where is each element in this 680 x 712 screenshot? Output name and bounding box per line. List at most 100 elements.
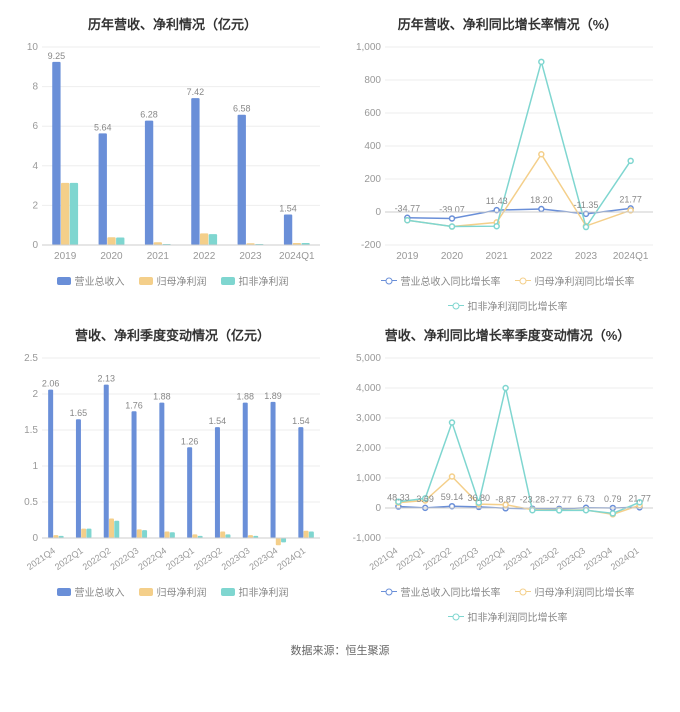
svg-text:2021: 2021 <box>486 251 509 262</box>
svg-text:2.5: 2.5 <box>24 353 38 364</box>
svg-text:2023Q3: 2023Q3 <box>555 545 587 572</box>
svg-text:2020: 2020 <box>441 251 464 262</box>
svg-text:0: 0 <box>32 533 38 544</box>
legend-label: 归母净利润同比增长率 <box>535 273 635 288</box>
svg-text:1.54: 1.54 <box>292 416 310 426</box>
legend-item: 营业总收入同比增长率 <box>381 273 501 288</box>
legend-label: 归母净利润 <box>157 584 207 599</box>
svg-text:6.58: 6.58 <box>233 104 251 114</box>
svg-text:1.54: 1.54 <box>279 204 297 214</box>
legend-label: 扣非净利润同比增长率 <box>468 298 568 313</box>
svg-text:18.20: 18.20 <box>530 195 553 205</box>
chart-grid: 历年营收、净利情况（亿元） 02468109.2520195.6420206.2… <box>0 0 680 632</box>
panel-top-right: 历年营收、净利同比增长率情况（%） -20002004006008001,000… <box>343 8 672 313</box>
svg-text:-200: -200 <box>361 240 381 251</box>
svg-text:2024Q1: 2024Q1 <box>613 251 649 262</box>
svg-text:2023Q4: 2023Q4 <box>582 545 614 572</box>
svg-text:8: 8 <box>32 82 38 93</box>
svg-text:48.33: 48.33 <box>387 493 410 503</box>
legend-swatch <box>57 588 71 596</box>
svg-text:2: 2 <box>32 389 38 400</box>
svg-text:5.64: 5.64 <box>94 122 112 132</box>
legend-label: 归母净利润 <box>157 273 207 288</box>
svg-text:1.88: 1.88 <box>153 392 171 402</box>
chart-title: 营收、净利季度变动情况（亿元） <box>8 319 337 348</box>
svg-text:3.69: 3.69 <box>416 494 434 504</box>
svg-text:2022Q1: 2022Q1 <box>53 545 85 572</box>
svg-text:4,000: 4,000 <box>356 383 381 394</box>
svg-text:2023Q2: 2023Q2 <box>528 545 560 572</box>
svg-text:2,000: 2,000 <box>356 443 381 454</box>
legend-label: 营业总收入同比增长率 <box>401 584 501 599</box>
legend: 营业总收入同比增长率 归母净利润同比增长率扣非净利润同比增长率 <box>343 267 672 313</box>
legend-label: 归母净利润同比增长率 <box>535 584 635 599</box>
svg-text:1.54: 1.54 <box>209 416 227 426</box>
legend-label: 扣非净利润 <box>239 273 289 288</box>
legend-item: 扣非净利润 <box>221 584 289 599</box>
legend-label: 营业总收入同比增长率 <box>401 273 501 288</box>
legend-label: 营业总收入 <box>75 584 125 599</box>
svg-text:1.65: 1.65 <box>70 408 88 418</box>
svg-text:2024Q1: 2024Q1 <box>609 545 641 572</box>
svg-text:4: 4 <box>32 161 38 172</box>
svg-text:2023: 2023 <box>575 251 598 262</box>
legend-item: 营业总收入同比增长率 <box>381 584 501 599</box>
legend-item: 营业总收入 <box>57 273 125 288</box>
svg-text:2019: 2019 <box>396 251 419 262</box>
svg-text:21.77: 21.77 <box>619 194 642 204</box>
svg-text:2.06: 2.06 <box>42 379 60 389</box>
svg-text:1.89: 1.89 <box>264 391 282 401</box>
svg-text:21.77: 21.77 <box>628 493 651 503</box>
svg-text:6.73: 6.73 <box>577 494 595 504</box>
svg-text:2023Q3: 2023Q3 <box>220 545 252 572</box>
svg-text:2021Q4: 2021Q4 <box>368 545 400 572</box>
svg-text:2022Q3: 2022Q3 <box>448 545 480 572</box>
svg-text:1.5: 1.5 <box>24 425 38 436</box>
chart-title: 历年营收、净利情况（亿元） <box>8 8 337 37</box>
svg-text:800: 800 <box>364 75 381 86</box>
legend: 营业总收入 归母净利润扣非净利润 <box>8 578 337 599</box>
legend-item: 归母净利润同比增长率 <box>515 273 635 288</box>
svg-text:3,000: 3,000 <box>356 413 381 424</box>
svg-text:1,000: 1,000 <box>356 42 381 53</box>
svg-text:2024Q1: 2024Q1 <box>275 545 307 572</box>
svg-text:2022Q4: 2022Q4 <box>136 545 168 572</box>
svg-text:1: 1 <box>32 461 38 472</box>
svg-text:11.43: 11.43 <box>486 196 508 206</box>
svg-text:2023: 2023 <box>239 251 262 262</box>
svg-text:600: 600 <box>364 108 381 119</box>
svg-text:0.5: 0.5 <box>24 497 38 508</box>
panel-bottom-right: 营收、净利同比增长率季度变动情况（%） -1,00001,0002,0003,0… <box>343 319 672 624</box>
legend-swatch <box>448 616 464 617</box>
svg-text:2019: 2019 <box>54 251 77 262</box>
svg-text:2.13: 2.13 <box>97 374 115 384</box>
legend-item: 扣非净利润同比增长率 <box>448 609 568 624</box>
legend-swatch <box>57 277 71 285</box>
line-chart-quarterly-growth: -1,00001,0002,0003,0004,0005,00048.333.6… <box>343 348 672 578</box>
legend-swatch <box>139 277 153 285</box>
svg-text:2023Q2: 2023Q2 <box>192 545 224 572</box>
legend-swatch <box>448 305 464 306</box>
svg-text:1.76: 1.76 <box>125 400 143 410</box>
svg-text:0: 0 <box>375 207 381 218</box>
legend-swatch <box>515 591 531 592</box>
svg-text:2021: 2021 <box>147 251 170 262</box>
svg-text:0.79: 0.79 <box>604 494 622 504</box>
legend: 营业总收入 归母净利润 扣非净利润 <box>8 267 337 288</box>
svg-text:2023Q4: 2023Q4 <box>247 545 279 572</box>
svg-text:-27.77: -27.77 <box>546 495 572 505</box>
svg-text:400: 400 <box>364 141 381 152</box>
svg-text:1.26: 1.26 <box>181 436 199 446</box>
legend-item: 扣非净利润同比增长率 <box>448 298 568 313</box>
svg-text:2: 2 <box>32 200 38 211</box>
svg-text:2024Q1: 2024Q1 <box>279 251 315 262</box>
svg-text:2022: 2022 <box>530 251 553 262</box>
svg-text:7.42: 7.42 <box>187 87 205 97</box>
legend-item: 扣非净利润 <box>221 273 289 288</box>
svg-text:5,000: 5,000 <box>356 353 381 364</box>
line-chart-annual-growth: -20002004006008001,000-34.77-39.0711.431… <box>343 37 672 267</box>
svg-text:2022Q3: 2022Q3 <box>108 545 140 572</box>
svg-text:1.88: 1.88 <box>236 392 254 402</box>
legend-swatch <box>221 588 235 596</box>
svg-text:-23.28: -23.28 <box>520 495 546 505</box>
